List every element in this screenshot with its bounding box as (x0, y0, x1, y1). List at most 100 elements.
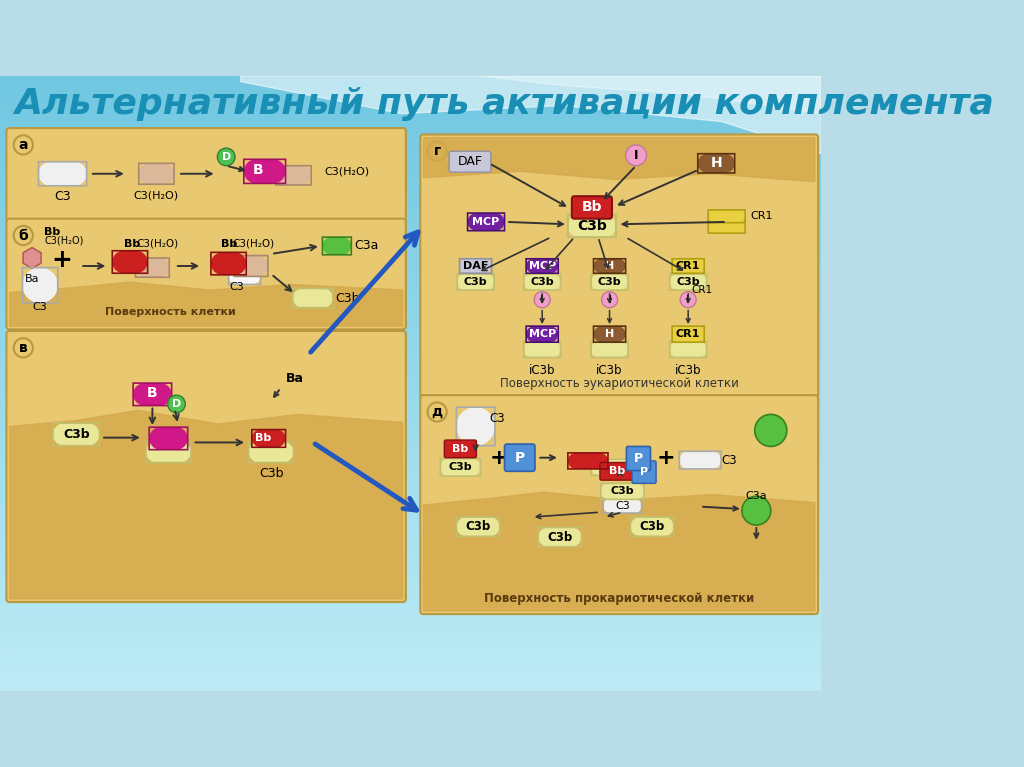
Bar (0, 254, 821, 255)
Bar (0, 610, 821, 611)
Bar (261, 430, 276, 447)
Circle shape (457, 407, 495, 446)
Bar (0, 142, 821, 143)
Bar (601, 326, 617, 342)
Bar (0, 580, 821, 581)
Bar (0, 122, 821, 123)
Bar (0, 159, 821, 160)
Text: I: I (607, 295, 611, 304)
Bar (0, 589, 821, 590)
Bar (0, 241, 821, 242)
Bar (0, 443, 821, 444)
Bar (0, 615, 821, 616)
Bar (0, 304, 821, 305)
Bar (0, 481, 821, 482)
Bar (0, 98, 821, 99)
Bar (0, 334, 821, 335)
Bar (0, 245, 821, 246)
Circle shape (150, 258, 169, 277)
Bar (0, 514, 821, 515)
Bar (0, 688, 821, 689)
Bar (0, 309, 821, 310)
Bar (0, 486, 821, 487)
Bar (0, 425, 821, 426)
Bar (0, 575, 821, 576)
Text: C3b: C3b (598, 277, 622, 287)
Bar (0, 354, 821, 355)
Bar (0, 253, 821, 254)
Bar (0, 494, 821, 495)
Bar (0, 282, 821, 283)
Bar (0, 543, 821, 544)
Bar (0, 234, 821, 235)
Text: C3(H₂O): C3(H₂O) (324, 166, 370, 176)
Bar (0, 363, 821, 364)
Text: CR1: CR1 (691, 285, 713, 295)
Circle shape (680, 291, 696, 308)
Bar (0, 505, 821, 507)
Bar (0, 288, 821, 289)
Circle shape (631, 517, 649, 536)
Circle shape (477, 258, 492, 273)
Bar (0, 147, 821, 148)
Bar (0, 302, 821, 303)
Bar (0, 337, 821, 338)
Bar (0, 375, 821, 376)
Bar (0, 645, 821, 646)
Circle shape (616, 459, 633, 476)
Circle shape (168, 395, 185, 413)
Bar (0, 240, 821, 241)
Bar (0, 405, 821, 406)
Bar (0, 367, 821, 368)
Circle shape (709, 220, 721, 233)
Bar (0, 370, 821, 371)
Circle shape (594, 258, 608, 273)
Bar (0, 127, 821, 128)
Bar (0, 212, 821, 213)
Circle shape (523, 341, 540, 357)
Bar (0, 110, 821, 111)
Bar (0, 286, 821, 287)
Bar (0, 397, 821, 398)
Bar (0, 332, 821, 333)
Bar (0, 79, 821, 80)
Bar (0, 299, 821, 300)
Bar (0, 135, 821, 136)
Bar (0, 201, 821, 202)
Bar (0, 407, 821, 408)
Bar (0, 684, 821, 685)
Bar (0, 423, 821, 424)
Bar (0, 93, 821, 94)
Bar (0, 453, 821, 455)
Bar (0, 174, 821, 175)
Bar (0, 474, 821, 475)
Bar (0, 659, 821, 660)
Bar (0, 321, 821, 322)
Bar (0, 92, 821, 93)
Bar (331, 237, 342, 255)
Bar (0, 434, 821, 435)
Bar (0, 616, 821, 617)
Bar (0, 516, 821, 517)
Bar (0, 373, 821, 374)
Bar (0, 512, 821, 513)
Circle shape (125, 251, 147, 273)
Text: H: H (605, 261, 614, 271)
Bar (0, 388, 821, 389)
Bar (0, 149, 821, 150)
Bar (0, 518, 821, 519)
Bar (0, 557, 821, 558)
Bar (0, 633, 821, 634)
Circle shape (545, 274, 560, 290)
Bar (0, 395, 821, 396)
Text: C3(H₂O): C3(H₂O) (232, 239, 274, 249)
FancyBboxPatch shape (450, 151, 490, 172)
Bar (0, 644, 821, 645)
Bar (0, 509, 821, 510)
Bar (0, 687, 821, 688)
Bar (0, 357, 821, 358)
Bar (0, 404, 821, 405)
Bar (0, 582, 821, 583)
Bar (0, 246, 821, 247)
Bar (0, 535, 821, 536)
